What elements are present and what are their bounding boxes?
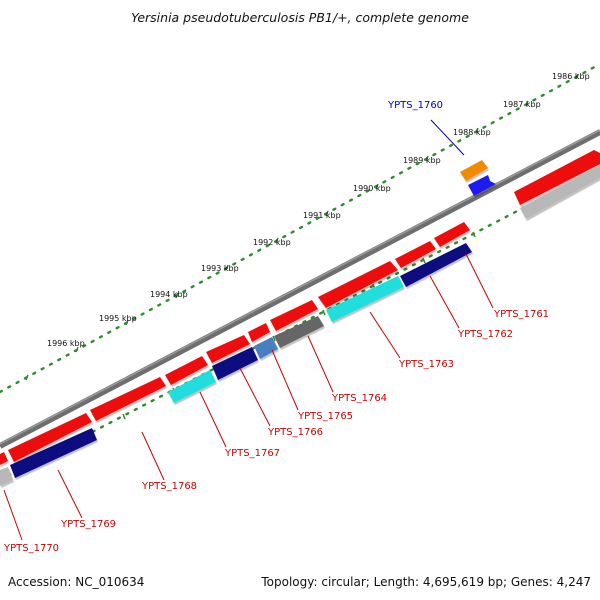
- gene-block: [212, 347, 258, 380]
- gene-block: [168, 370, 216, 403]
- gene-labels: YPTS_1760 YPTS_1761 YPTS_1762 YPTS_1763 …: [3, 100, 549, 554]
- tick-labels: 1986 kbp 1987 kbp 1988 kbp 1989 kbp 1990…: [47, 72, 590, 348]
- outer-tick-track: [0, 62, 600, 394]
- map-title: Yersinia pseudotuberculosis PB1/+, compl…: [131, 10, 469, 25]
- gene-block: [206, 335, 250, 363]
- gene-block: [460, 160, 488, 181]
- label-leaders: [3, 119, 494, 541]
- gene-block: [520, 165, 600, 219]
- tick-label: 1987 kbp: [503, 100, 541, 109]
- gene-label: YPTS_1760: [387, 100, 443, 111]
- tick-label: 1991 kbp: [303, 211, 341, 220]
- accession-text: Accession: NC_010634: [8, 575, 144, 589]
- gene-block: [248, 323, 270, 342]
- gene-block: [318, 261, 398, 308]
- tick-label: 1986 kbp: [552, 72, 590, 81]
- gene-label: YPTS_1770: [3, 543, 59, 554]
- tick-label: 1996 kbp: [47, 339, 85, 348]
- tick-label: 1988 kbp: [453, 128, 491, 137]
- gene-label: YPTS_1768: [141, 481, 197, 492]
- gene-label: YPTS_1764: [331, 393, 387, 404]
- gene-block: [270, 300, 318, 331]
- tick-label: 1992 kbp: [253, 238, 291, 247]
- outer-tick-marks: [25, 73, 579, 381]
- gene-label: YPTS_1762: [457, 329, 513, 340]
- tick-label: 1990 kbp: [353, 184, 391, 193]
- gene-block: [254, 337, 278, 359]
- gene-block: [10, 428, 97, 478]
- gene-block: [274, 316, 324, 348]
- gene-block: [90, 377, 166, 421]
- tick-label: 1995 kbp: [99, 314, 137, 323]
- gene-block: [0, 467, 13, 486]
- gene-block: [326, 276, 404, 322]
- tick-label: 1994 kbp: [150, 290, 188, 299]
- gene-block: [0, 452, 8, 465]
- gene-label: YPTS_1763: [398, 359, 454, 370]
- gene-features: [0, 150, 600, 486]
- gene-block: [400, 243, 472, 287]
- gene-block: [8, 413, 92, 462]
- gene-label: YPTS_1769: [60, 519, 116, 530]
- gene-label: YPTS_1761: [493, 309, 549, 320]
- inner-tick-track: [0, 166, 600, 482]
- gene-block: [468, 175, 496, 196]
- tick-label: 1993 kbp: [201, 264, 239, 273]
- gene-block: [165, 356, 208, 385]
- genome-summary: Topology: circular; Length: 4,695,619 bp…: [260, 575, 591, 589]
- gene-label: YPTS_1766: [267, 427, 323, 438]
- gene-label: YPTS_1767: [224, 448, 280, 459]
- tick-label: 1989 kbp: [403, 156, 441, 165]
- gene-block: [395, 241, 436, 268]
- gene-block: [434, 222, 470, 247]
- gene-block: [514, 150, 600, 205]
- genome-backbone: [0, 129, 600, 449]
- gene-label: YPTS_1765: [297, 411, 353, 422]
